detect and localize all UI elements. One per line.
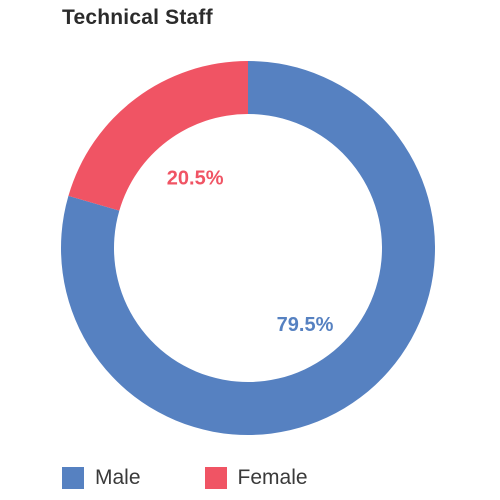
legend-item-female[interactable]: Female bbox=[204, 466, 308, 490]
chart-legend: Male Female bbox=[62, 466, 372, 490]
legend-label-female: Female bbox=[237, 466, 308, 489]
data-label-male: 79.5% bbox=[277, 314, 334, 336]
donut-slice-female[interactable] bbox=[68, 61, 248, 211]
chart-title: Technical Staff bbox=[62, 6, 213, 29]
data-label-female: 20.5% bbox=[167, 168, 224, 190]
legend-item-male[interactable]: Male bbox=[62, 466, 141, 490]
legend-swatch-female bbox=[204, 467, 227, 489]
legend-label-male: Male bbox=[95, 466, 141, 489]
legend-swatch-male bbox=[62, 467, 84, 489]
